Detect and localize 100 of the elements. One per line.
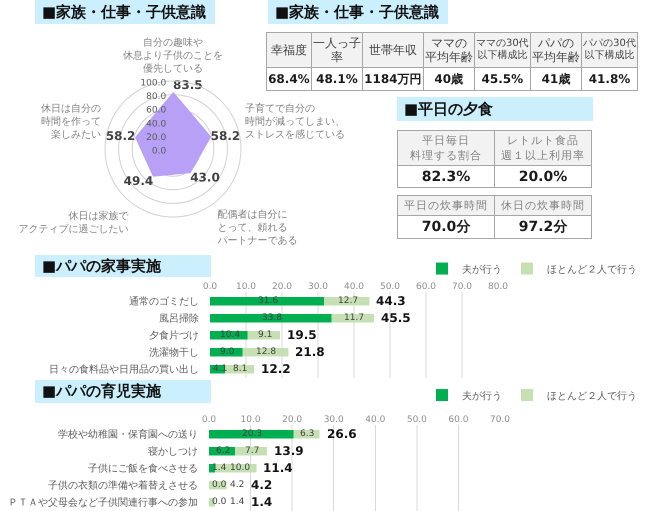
x-tick-label: 60.0 (448, 415, 469, 426)
x-tick-label: 0.0 (202, 282, 218, 292)
bar (234, 446, 267, 456)
data-label: 31.6 (258, 296, 278, 306)
y-tick-label: 寝かしつけ (148, 446, 198, 458)
text: 70.0分 (422, 219, 470, 235)
category-label: パパの平均年齢 (532, 36, 580, 64)
data-label: 4.2 (251, 478, 272, 492)
category-label: 世帯年収 (368, 43, 417, 57)
legend-label: 夫が行う (462, 263, 502, 276)
y-tick-label: 通常のゴミだし (129, 296, 199, 308)
data-label: 58.2 (106, 128, 136, 143)
category-label: 幸福度 (270, 43, 307, 57)
x-tick-label: 30.0 (324, 415, 344, 426)
bar (324, 296, 370, 306)
x-tick-label: 70.0 (452, 282, 472, 292)
bar (210, 314, 332, 322)
data-label: 20.3 (242, 429, 262, 439)
bar (210, 296, 324, 306)
category-label: 一人っ子率 (312, 36, 361, 64)
chart-title: ■家族・仕事・子供意識 (42, 3, 206, 21)
y-tick-label: 80.0 (146, 92, 166, 102)
data-label: 33.8 (262, 313, 282, 323)
text: 1184万円 (364, 72, 422, 86)
data-label: 6.2 (216, 446, 230, 456)
spoke-label: 休日は自分の時間を作って楽しみたい (41, 102, 102, 140)
bar (209, 430, 294, 438)
data-label: 58.2 (210, 128, 240, 143)
text: 82.3% (422, 168, 470, 184)
spoke-label: 配偶者は自分にとって、頼れるパートナーである (216, 208, 298, 247)
legend-label: 夫が行う (462, 390, 502, 402)
x-tick-label: 50.0 (406, 415, 428, 426)
y-tick-label: 20.0 (146, 132, 166, 143)
total-label: 12.2 (261, 362, 291, 376)
x-tick-label: 10.0 (240, 415, 261, 426)
category-label: 休日の炊事時間 (501, 199, 585, 212)
data-label: 12.8 (256, 347, 276, 357)
data-label: 10.4 (220, 330, 240, 340)
y-tick-label: 子供の衣類の準備や着替えさせる (48, 480, 198, 492)
total-label: 13.9 (274, 444, 304, 458)
category-label: ママの30代以下構成比 (476, 38, 529, 61)
x-tick-label: 0.0 (202, 415, 216, 426)
total-label: 11.4 (263, 461, 293, 475)
y-tick-label: ＰＴＡや父母会など子供関連行事への参加 (8, 496, 198, 508)
data-label: 9.0 (220, 347, 235, 357)
data-label: 49.4 (124, 174, 154, 188)
text: 41.8% (588, 72, 630, 86)
data-label: 8.1 (233, 364, 248, 374)
x-tick-label: 60.0 (416, 282, 436, 292)
text: 68.4% (268, 72, 310, 86)
text: 41歳 (542, 72, 570, 86)
spoke-label: 休日は家族でアクティブに過ごしたい (18, 210, 130, 235)
x-tick-label: 30.0 (308, 282, 328, 292)
data-label: 7.7 (245, 446, 260, 456)
data-label: 0.0 (212, 497, 227, 507)
data-label: 11.7 (344, 313, 364, 323)
y-tick-label: 日々の食料品や日用品の買い出し (49, 364, 199, 376)
text: 20.0% (518, 168, 568, 184)
legend-label: ほとんど２人で行う (547, 264, 637, 276)
total-label: 21.8 (295, 345, 325, 359)
chart-title: ■パパの育児実施 (42, 382, 162, 400)
text: 97.2分 (518, 219, 568, 235)
total-label: 44.3 (376, 294, 406, 308)
data-label: 0.0 (212, 480, 227, 490)
data-label: 1.4 (251, 495, 272, 509)
text: 45.5% (482, 72, 524, 86)
category-label: レトルト食品週１以上利用率 (501, 134, 585, 162)
y-tick-label: 風呂掃除 (159, 312, 199, 324)
x-tick-label: 20.0 (272, 282, 292, 292)
x-tick-label: 50.0 (380, 282, 400, 292)
data-label: 6.3 (300, 429, 314, 439)
text: ■家族・仕事・子供意識 (275, 3, 440, 21)
text: ■平日の夕食 (404, 100, 494, 118)
text: 40歳 (434, 72, 464, 86)
x-tick-label: 10.0 (236, 282, 256, 292)
y-tick-label: 洗濯物干し (149, 346, 199, 358)
x-tick-label: 40.0 (344, 282, 364, 292)
data-label: 9.1 (258, 330, 272, 340)
category-label: ママの平均年齢 (424, 36, 473, 64)
category-label: 平日毎日料理する割合 (410, 134, 482, 162)
category-label: 平日の炊事時間 (404, 199, 488, 212)
total-label: 1.4 (230, 497, 245, 507)
x-tick-label: 20.0 (282, 415, 302, 426)
total-label: 4.2 (230, 480, 244, 490)
chart-title: ■パパの家事実施 (42, 257, 162, 275)
data-label: 12.7 (338, 296, 358, 306)
y-tick-label: 子供にご飯を食べさせる (88, 462, 198, 474)
bar (332, 314, 374, 322)
spoke-label: 自分の趣味や休息より子供のことを優先している (123, 36, 223, 74)
data-label: 10.0 (230, 463, 250, 473)
y-tick-label: 0.0 (152, 146, 166, 156)
y-tick-label: 100.0 (140, 78, 166, 88)
y-tick-label: 40.0 (146, 119, 166, 130)
total-label: 19.5 (287, 328, 317, 342)
data-label: 43.0 (190, 170, 220, 185)
x-tick-label: 80.0 (488, 282, 508, 292)
x-tick-label: 40.0 (365, 415, 386, 426)
text: 48.1% (316, 72, 358, 86)
total-label: 26.6 (327, 427, 357, 441)
category-label: パパの30代以下構成比 (583, 38, 636, 61)
